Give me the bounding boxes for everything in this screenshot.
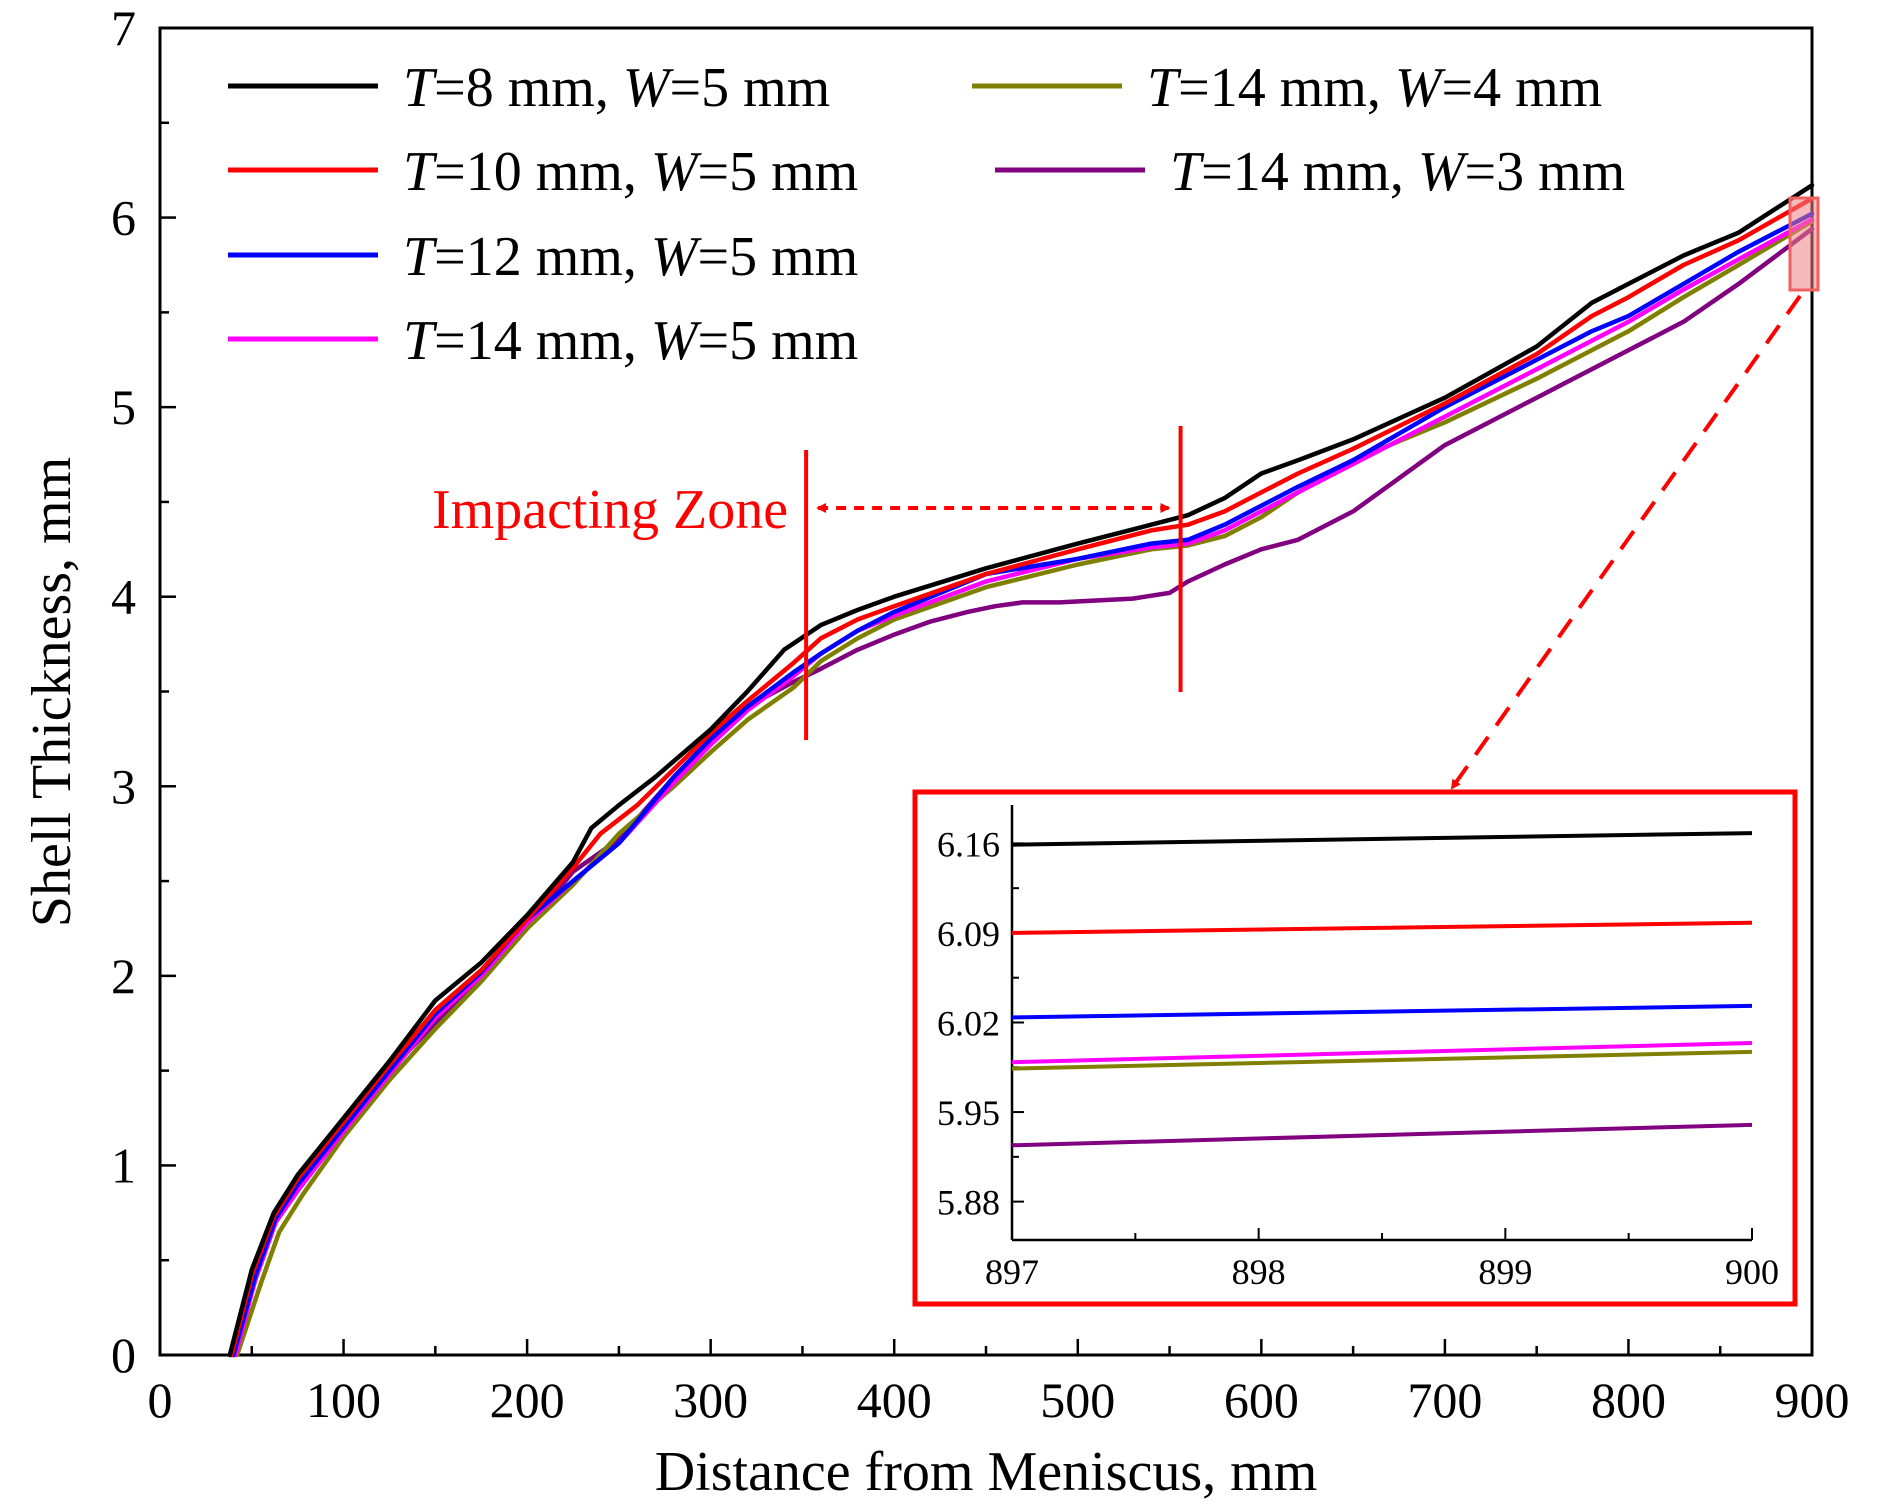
inset-series-group — [1011, 831, 1753, 1148]
x-tick-label-300: 300 — [673, 1372, 748, 1428]
x-tick-label-100: 100 — [306, 1372, 381, 1428]
legend-text-part: W — [651, 141, 702, 203]
legend-text-part: T — [403, 226, 438, 288]
inset-series-line-t-12-mm-w-5-mm — [1011, 1003, 1753, 1020]
legend-text-part: =5 mm — [698, 310, 859, 372]
legend-text-part: T — [403, 141, 438, 203]
inset-series-line-t-14-mm-w-3-mm — [1011, 1122, 1753, 1148]
series-line-t-8-mm-w-5-mm — [227, 183, 1815, 1358]
legend-text-part: =4 mm — [1442, 57, 1603, 119]
x-tick-label-700: 700 — [1407, 1372, 1482, 1428]
legend-label-t-12-mm-w-5-mm: T=12 mm, W=5 mm — [403, 226, 858, 288]
impacting-zone-annotation: Impacting Zone — [432, 426, 1183, 740]
legend-text-part: =5 mm — [698, 141, 859, 203]
legend-text-part: T — [403, 57, 438, 119]
y-tick-label-5: 5 — [111, 379, 136, 435]
legend-text-part: =8 mm, — [434, 57, 623, 119]
legend-text-part: =5 mm — [670, 57, 831, 119]
inset-y-tick-label-6-09: 6.09 — [937, 914, 1000, 954]
inset-series-line-t-8-mm-w-5-mm — [1011, 831, 1753, 847]
inset-x-ticks: 897 898 899 900 — [985, 1228, 1779, 1292]
legend: T=8 mm, W=5 mmT=10 mm, W=5 mmT=12 mm, W=… — [228, 57, 1625, 372]
inset-x-tick-label-897: 897 — [985, 1252, 1039, 1292]
legend-label-t-8-mm-w-5-mm: T=8 mm, W=5 mm — [403, 57, 830, 119]
legend-text-part: =14 mm, — [434, 310, 651, 372]
series-line-t-12-mm-w-5-mm — [231, 211, 1815, 1358]
legend-label-t-14-mm-w-3-mm: T=14 mm, W=3 mm — [1170, 141, 1625, 203]
inset-series-line-t-14-mm-w-5-mm — [1011, 1041, 1753, 1065]
y-tick-label-7: 7 — [111, 0, 136, 56]
legend-text-part: =12 mm, — [434, 226, 651, 288]
legend-text-part: =3 mm — [1465, 141, 1626, 203]
y-tick-label-1: 1 — [111, 1137, 136, 1193]
legend-label-t-10-mm-w-5-mm: T=10 mm, W=5 mm — [403, 141, 858, 203]
y-tick-label-3: 3 — [111, 758, 136, 814]
legend-text-part: W — [623, 57, 674, 119]
main-series-group — [227, 183, 1815, 1358]
y-tick-label-4: 4 — [111, 569, 136, 625]
x-axis-title: Distance from Meniscus, mm — [655, 1441, 1318, 1503]
legend-text-part: W — [1418, 141, 1469, 203]
inset-plot-area: 897 898 899 900 5.88 5.95 6.02 6.09 6.16 — [937, 805, 1779, 1292]
inset-box — [912, 789, 1798, 1307]
legend-text-part: W — [651, 310, 702, 372]
legend-text-part: T — [1170, 141, 1205, 203]
y-tick-label-0: 0 — [111, 1327, 136, 1383]
impacting-zone-label: Impacting Zone — [432, 479, 788, 541]
x-tick-label-900: 900 — [1775, 1372, 1850, 1428]
inset-y-tick-label-6-16: 6.16 — [937, 824, 1000, 864]
y-axis-ticks: 0 1 2 3 4 5 6 7 — [111, 0, 176, 1383]
series-line-t-10-mm-w-5-mm — [229, 196, 1815, 1358]
x-tick-label-200: 200 — [490, 1372, 565, 1428]
y-tick-label-6: 6 — [111, 190, 136, 246]
inset-series-line-t-14-mm-w-4-mm — [1011, 1049, 1753, 1071]
inset-y-ticks: 5.88 5.95 6.02 6.09 6.16 — [937, 824, 1024, 1223]
legend-text-part: =10 mm, — [434, 141, 651, 203]
x-tick-label-0: 0 — [148, 1372, 173, 1428]
legend-text-part: T — [1147, 57, 1182, 119]
legend-text-part: T — [403, 310, 438, 372]
zoom-pointer-arrow — [1450, 294, 1802, 790]
y-tick-label-2: 2 — [111, 948, 136, 1004]
series-line-t-14-mm-w-4-mm — [234, 219, 1815, 1358]
legend-text-part: =14 mm, — [1178, 57, 1395, 119]
legend-label-t-14-mm-w-4-mm: T=14 mm, W=4 mm — [1147, 57, 1602, 119]
inset-x-tick-label-899: 899 — [1478, 1252, 1532, 1292]
legend-text-part: =14 mm, — [1201, 141, 1418, 203]
x-axis-ticks: 0 100 200 300 400 500 600 700 800 900 — [148, 1339, 1850, 1428]
x-tick-label-800: 800 — [1591, 1372, 1666, 1428]
y-axis-title: Shell Thickness, mm — [21, 457, 83, 927]
zoom-highlight-box — [1788, 196, 1820, 292]
legend-text-part: W — [1395, 57, 1446, 119]
legend-label-t-14-mm-w-5-mm: T=14 mm, W=5 mm — [403, 310, 858, 372]
x-tick-label-600: 600 — [1224, 1372, 1299, 1428]
x-tick-label-500: 500 — [1040, 1372, 1115, 1428]
inset-y-tick-label-5-95: 5.95 — [937, 1093, 1000, 1133]
legend-text-part: =5 mm — [698, 226, 859, 288]
inset-x-tick-label-898: 898 — [1232, 1252, 1286, 1292]
main-plot-area: 0 100 200 300 400 500 600 700 800 900 0 1 2 3 4 5 6 7 — [111, 0, 1850, 1428]
inset-y-tick-label-6-02: 6.02 — [937, 1004, 1000, 1044]
x-tick-label-400: 400 — [857, 1372, 932, 1428]
inset-x-tick-label-900: 900 — [1725, 1252, 1779, 1292]
series-line-t-14-mm-w-3-mm — [231, 226, 1815, 1358]
inset-series-line-t-10-mm-w-5-mm — [1011, 920, 1753, 935]
inset-y-tick-label-5-88: 5.88 — [937, 1183, 1000, 1223]
legend-text-part: W — [651, 226, 702, 288]
